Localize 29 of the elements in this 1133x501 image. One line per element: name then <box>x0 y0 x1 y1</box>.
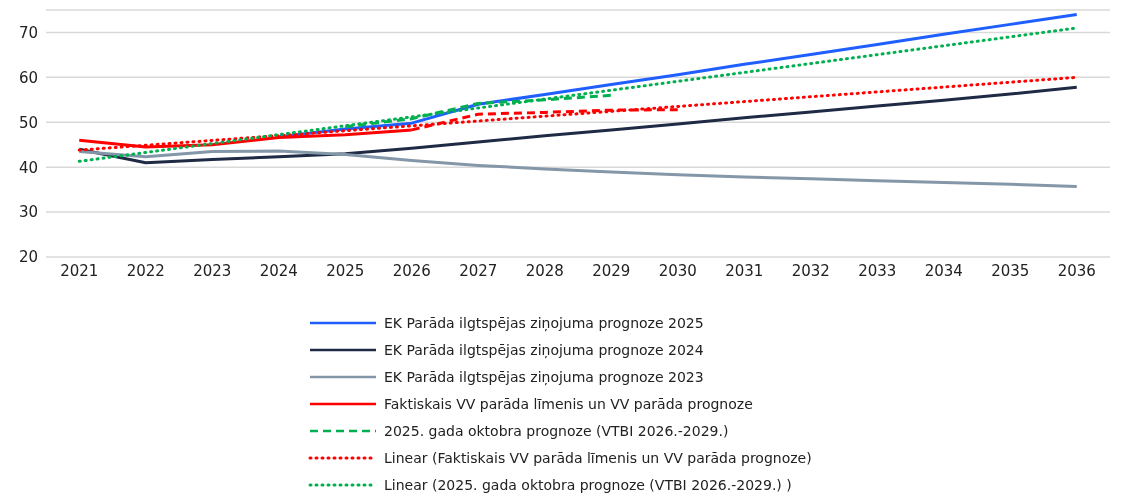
y-tick-label: 30 <box>18 203 38 222</box>
y-tick-label: 70 <box>18 23 38 42</box>
y-tick-label: 60 <box>18 68 38 87</box>
x-tick-label: 2030 <box>658 261 697 280</box>
y-tick-label: 50 <box>18 113 38 132</box>
x-tick-label: 2036 <box>1057 261 1096 280</box>
legend-label: 2025. gada oktobra prognoze (VTBI 2026.-2029.) <box>384 423 729 439</box>
x-tick-label: 2029 <box>592 261 631 280</box>
legend-label: Linear (2025. gada oktobra prognoze (VTBI 2026.-2029.) ) <box>384 477 792 493</box>
legend-label: EK Parāda ilgtspējas ziņojuma prognoze 2025 <box>384 315 704 331</box>
x-tick-label: 2026 <box>392 261 431 280</box>
x-tick-label: 2033 <box>858 261 897 280</box>
x-tick-label: 2032 <box>791 261 830 280</box>
legend-label: EK Parāda ilgtspējas ziņojuma prognoze 2024 <box>384 342 704 358</box>
legend-label: EK Parāda ilgtspējas ziņojuma prognoze 2023 <box>384 369 704 385</box>
x-tick-label: 2022 <box>126 261 165 280</box>
y-tick-label: 40 <box>18 158 38 177</box>
y-tick-label: 20 <box>18 248 38 267</box>
x-tick-label: 2034 <box>924 261 963 280</box>
x-tick-label: 2025 <box>326 261 365 280</box>
legend-label: Faktiskais VV parāda līmenis un VV parāda prognoze <box>384 396 753 412</box>
x-tick-label: 2035 <box>991 261 1030 280</box>
x-tick-label: 2021 <box>60 261 99 280</box>
x-tick-label: 2028 <box>525 261 564 280</box>
x-tick-label: 2031 <box>725 261 764 280</box>
x-tick-label: 2023 <box>193 261 232 280</box>
x-tick-label: 2024 <box>259 261 298 280</box>
legend-label: Linear (Faktiskais VV parāda līmenis un VV parāda prognoze) <box>384 450 812 466</box>
x-tick-label: 2027 <box>459 261 498 280</box>
